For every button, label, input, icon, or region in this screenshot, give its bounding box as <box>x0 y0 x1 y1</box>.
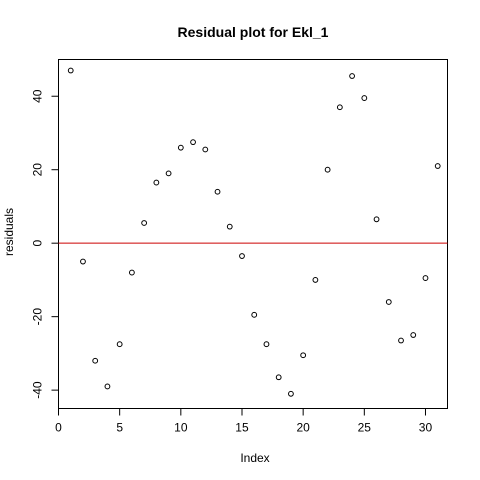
data-point <box>300 352 307 359</box>
data-point <box>275 374 282 381</box>
y-axis-label: residuals <box>2 208 16 256</box>
data-point <box>263 341 270 348</box>
data-point <box>434 163 441 169</box>
data-point <box>177 144 184 151</box>
data-point <box>324 166 331 173</box>
y-tick-label: 0 <box>31 240 45 247</box>
x-tick-label: 0 <box>55 421 62 435</box>
data-point <box>214 188 221 195</box>
data-point <box>251 311 258 318</box>
y-tick-label: -40 <box>31 381 45 399</box>
data-point <box>80 258 86 265</box>
data-point <box>385 299 392 305</box>
data-point <box>312 277 319 283</box>
x-axis: 0 5 10 15 20 25 30 <box>55 408 433 435</box>
data-point <box>373 216 380 223</box>
y-tick-label: 40 <box>31 89 45 103</box>
x-tick-label: 20 <box>296 421 310 435</box>
y-tick-label: -20 <box>31 308 45 326</box>
chart-title: Residual plot for Ekl_1 <box>178 24 329 40</box>
data-point <box>361 95 368 101</box>
data-point <box>153 179 160 186</box>
data-point <box>104 383 111 390</box>
data-point <box>141 220 148 226</box>
data-point <box>410 332 417 338</box>
plot-frame <box>58 59 448 409</box>
data-point <box>422 275 429 281</box>
data-point <box>190 139 196 146</box>
x-tick-label: 30 <box>419 421 433 435</box>
data-point <box>202 146 209 153</box>
x-tick-label: 5 <box>116 421 123 435</box>
data-point <box>398 337 404 344</box>
data-point <box>128 269 135 276</box>
residual-points <box>67 67 441 397</box>
x-axis-label: Index <box>240 451 269 465</box>
x-tick-label: 10 <box>174 421 188 435</box>
data-point <box>288 390 294 397</box>
y-axis: -40 -20 0 20 40 <box>31 89 59 399</box>
data-point <box>226 223 233 230</box>
data-point <box>239 253 245 259</box>
data-point <box>336 104 343 111</box>
x-tick-label: 15 <box>235 421 249 435</box>
data-point <box>116 341 123 348</box>
data-point <box>165 170 172 177</box>
data-point <box>67 67 74 74</box>
data-point <box>92 357 99 364</box>
data-point <box>349 73 355 79</box>
x-tick-label: 25 <box>358 421 372 435</box>
y-tick-label: 20 <box>31 163 45 177</box>
